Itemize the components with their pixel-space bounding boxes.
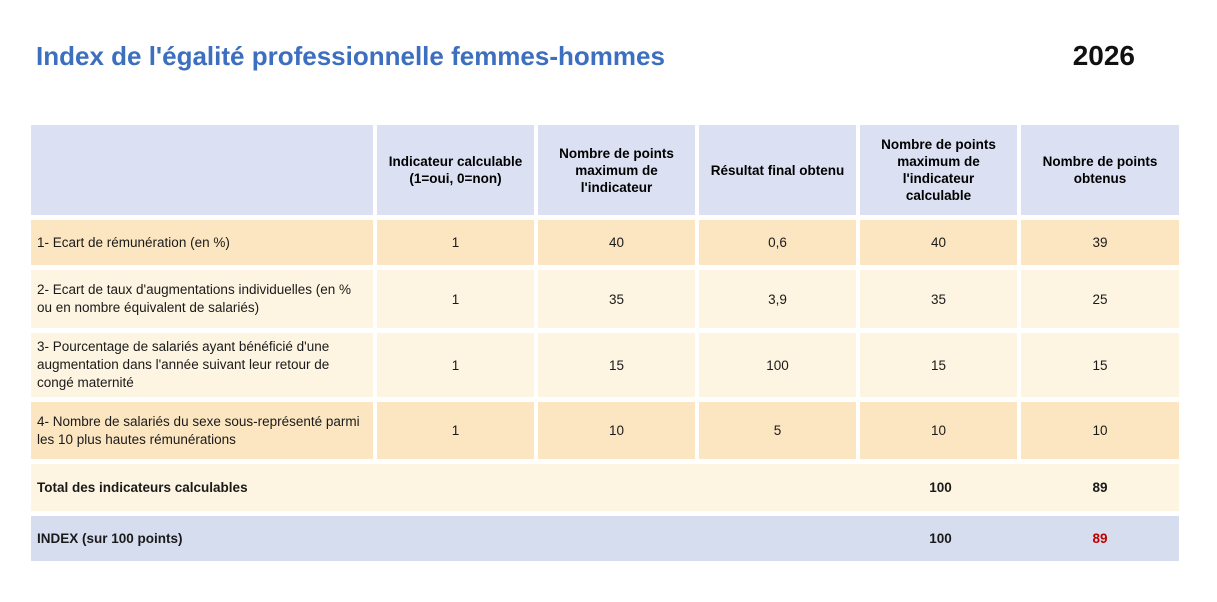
cell-points-maximum-calculable: 10 bbox=[860, 402, 1017, 459]
cell-resultat-final: 0,6 bbox=[699, 220, 856, 265]
cell-resultat-final: 3,9 bbox=[699, 270, 856, 328]
cell-indicateur-calculable: 1 bbox=[377, 220, 534, 265]
total-points-maximum-calculable: 100 bbox=[929, 480, 952, 495]
total-empty-cell bbox=[699, 464, 860, 511]
column-header-points-obtenus: Nombre de points obtenus bbox=[1021, 125, 1179, 215]
page-title: Index de l'égalité professionnelle femme… bbox=[36, 41, 665, 71]
year-label: 2026 bbox=[1072, 40, 1135, 71]
column-header-indicateur-calculable: Indicateur calculable (1=oui, 0=non) bbox=[377, 125, 534, 215]
row-label-hautes-remunerations: 4- Nombre de salariés du sexe sous-repré… bbox=[31, 402, 373, 459]
header-corner-cell bbox=[31, 125, 373, 215]
cell-resultat-final: 5 bbox=[699, 402, 856, 459]
cell-points-maximum: 15 bbox=[538, 333, 695, 397]
cell-indicateur-calculable: 1 bbox=[377, 270, 534, 328]
total-points-obtenus: 89 bbox=[1092, 480, 1108, 495]
cell-indicateur-calculable: 1 bbox=[377, 333, 534, 397]
index-row: INDEX (sur 100 points) 100 89 bbox=[31, 516, 1179, 561]
index-points-obtenus: 89 bbox=[1092, 531, 1108, 546]
index-empty-cell bbox=[538, 516, 699, 561]
cell-points-maximum: 40 bbox=[538, 220, 695, 265]
total-empty-cell bbox=[538, 464, 699, 511]
cell-points-obtenus: 10 bbox=[1021, 402, 1179, 459]
cell-points-obtenus: 39 bbox=[1021, 220, 1179, 265]
cell-points-maximum: 35 bbox=[538, 270, 695, 328]
cell-indicateur-calculable: 1 bbox=[377, 402, 534, 459]
row-label-ecart-augmentations: 2- Ecart de taux d'augmentations individ… bbox=[31, 270, 373, 328]
total-row-label: Total des indicateurs calculables bbox=[37, 479, 248, 495]
row-label-retour-maternite: 3- Pourcentage de salariés ayant bénéfic… bbox=[31, 333, 373, 397]
cell-points-maximum-calculable: 15 bbox=[860, 333, 1017, 397]
column-header-points-maximum-calculable: Nombre de points maximum de l'indicateur… bbox=[860, 125, 1017, 215]
cell-points-obtenus: 15 bbox=[1021, 333, 1179, 397]
total-empty-cell bbox=[377, 464, 538, 511]
cell-resultat-final: 100 bbox=[699, 333, 856, 397]
cell-points-obtenus: 25 bbox=[1021, 270, 1179, 328]
index-empty-cell bbox=[699, 516, 860, 561]
cell-points-maximum: 10 bbox=[538, 402, 695, 459]
equality-index-table: Indicateur calculable (1=oui, 0=non) Nom… bbox=[31, 125, 1179, 561]
cell-points-maximum-calculable: 35 bbox=[860, 270, 1017, 328]
row-label-ecart-remuneration: 1- Ecart de rémunération (en %) bbox=[31, 220, 373, 265]
index-empty-cell bbox=[377, 516, 538, 561]
column-header-resultat-final: Résultat final obtenu bbox=[699, 125, 856, 215]
total-row: Total des indicateurs calculables 100 89 bbox=[31, 464, 1179, 511]
index-row-label: INDEX (sur 100 points) bbox=[37, 530, 183, 546]
index-points-maximum-calculable: 100 bbox=[929, 531, 952, 546]
document-header: Index de l'égalité professionnelle femme… bbox=[36, 40, 1157, 72]
cell-points-maximum-calculable: 40 bbox=[860, 220, 1017, 265]
column-header-points-maximum: Nombre de points maximum de l'indicateur bbox=[538, 125, 695, 215]
